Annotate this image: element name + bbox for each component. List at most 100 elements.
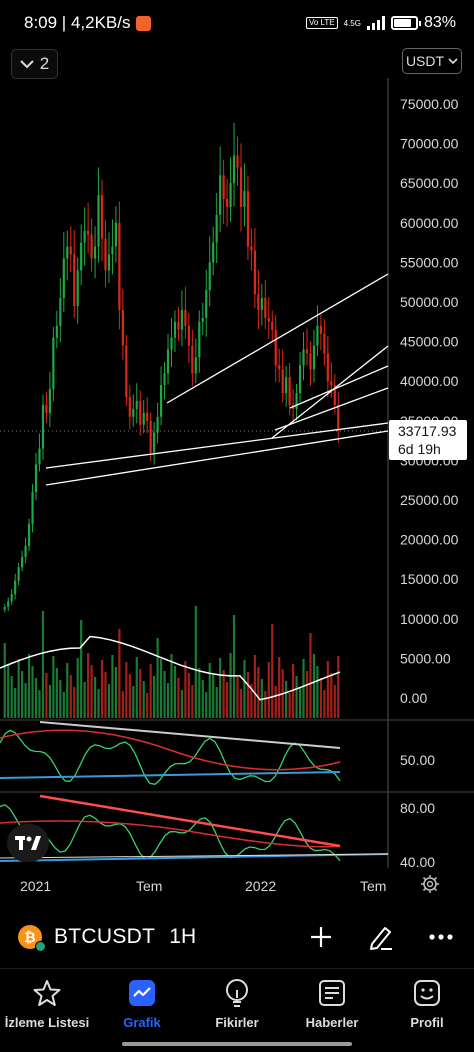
nav-item-ideas[interactable]: Fikirler: [187, 977, 287, 1030]
candle-body: [146, 412, 149, 421]
candle-body: [274, 329, 277, 366]
time-tick-label: 2021: [20, 878, 51, 894]
candle-body: [104, 238, 107, 271]
price-chart[interactable]: 75000.00 70000.00 65000.00 60000.00 55000.00…: [0, 78, 474, 908]
candle-body: [80, 242, 83, 271]
volume-ma-line: [0, 635, 341, 701]
indicator1-level-label: 50.00: [400, 752, 435, 768]
more-options-button[interactable]: [426, 922, 456, 952]
interval-toggle-button[interactable]: 2: [11, 49, 58, 79]
candle-body: [246, 191, 250, 247]
volume-bar: [45, 673, 48, 718]
volume-bar: [212, 675, 215, 718]
currency-label: USDT: [405, 53, 445, 69]
candle-body: [316, 325, 319, 346]
candle-body: [163, 373, 166, 386]
nav-item-profile[interactable]: Profil: [377, 977, 474, 1030]
candle-body: [135, 401, 138, 409]
volume-bar: [87, 653, 90, 718]
notification-app-icon: [136, 15, 152, 31]
volume-bar: [319, 678, 322, 718]
volume-bar: [41, 611, 45, 718]
candle-body: [285, 377, 288, 394]
candle-body: [225, 199, 229, 207]
price-tick-label: 40000.00: [400, 373, 459, 389]
candle-body: [27, 523, 31, 546]
chart-settings-button[interactable]: [420, 874, 440, 900]
price-tick-label: 5000.00: [400, 650, 451, 666]
trend-line: [289, 365, 389, 409]
symbol-interval[interactable]: 1H: [169, 925, 197, 948]
volume-bar: [83, 682, 86, 718]
candle-body: [10, 594, 13, 602]
nav-item-watchlist[interactable]: İzleme Listesi: [0, 977, 97, 1030]
candle-body: [271, 321, 274, 330]
price-tick-label: 50000.00: [400, 294, 459, 310]
volume-bar: [239, 689, 243, 718]
volume-bar: [73, 687, 76, 718]
volume-bar: [271, 624, 274, 718]
volume-bar: [201, 680, 204, 718]
candle-body: [100, 195, 104, 239]
volume-bar: [232, 615, 236, 718]
volume-bar: [93, 677, 97, 718]
battery-icon: [390, 16, 421, 30]
profile-icon: [414, 980, 440, 1006]
nav-item-news[interactable]: Haberler: [282, 977, 382, 1030]
candle-body: [170, 337, 173, 350]
volume-bar: [312, 654, 316, 718]
candle-body: [73, 254, 76, 306]
candle-body: [198, 321, 201, 358]
price-tick-label: 20000.00: [400, 532, 459, 548]
price-tick-label: 15000.00: [400, 571, 459, 587]
candle-body: [14, 580, 17, 595]
volume-bar: [3, 643, 6, 718]
volume-bar: [208, 663, 211, 718]
candle-body: [17, 567, 20, 581]
symbol-bar: ₿ BTCUSDT 1H: [0, 912, 474, 962]
volume-bar: [10, 676, 13, 718]
volume-bar: [225, 682, 229, 718]
indicator1-ma-line: [0, 729, 341, 771]
price-tick-label: 0.00: [400, 690, 427, 706]
interval-count: 2: [39, 54, 50, 73]
volume-bar: [219, 658, 222, 718]
indicator2-level-label: 80.00: [400, 800, 435, 816]
currency-select[interactable]: USDT: [402, 48, 462, 74]
tradingview-logo[interactable]: [7, 824, 49, 862]
nav-item-chart[interactable]: Grafik: [92, 977, 192, 1030]
candle-body: [337, 404, 340, 431]
news-icon: [319, 980, 345, 1006]
add-button[interactable]: [306, 922, 336, 952]
volume-bar: [125, 662, 128, 718]
volume-bar: [229, 653, 232, 718]
candle-body: [267, 317, 270, 322]
candle-body: [166, 349, 170, 374]
candle-body: [260, 298, 263, 310]
drawing-tools-button[interactable]: [366, 922, 396, 952]
volume-bar: [302, 659, 305, 718]
candles: [3, 122, 340, 613]
plus-icon: [311, 927, 331, 947]
trend-line: [45, 422, 389, 469]
volume-bar: [243, 660, 246, 718]
volume-bar: [149, 664, 152, 718]
status-left: 8:09 | 4,2KB/s: [24, 13, 152, 33]
candle-body: [59, 298, 62, 326]
bitcoin-icon: ₿: [18, 925, 46, 952]
candle-body: [45, 404, 48, 413]
volume-bar: [326, 661, 329, 718]
volume-bar: [215, 687, 218, 718]
symbol-name[interactable]: BTCUSDT: [54, 925, 156, 948]
volume-bar: [288, 693, 291, 718]
volume-bar: [316, 666, 319, 718]
candle-body: [159, 385, 163, 417]
idea-icon: [226, 979, 248, 1007]
volume-bar: [146, 693, 149, 718]
volume-bar: [97, 689, 100, 718]
trend-line: [166, 273, 389, 404]
nav-label-chart: Grafik: [123, 1015, 161, 1030]
indicator2-line: [0, 804, 341, 862]
star-icon: [33, 980, 61, 1006]
volume-bar: [62, 692, 65, 718]
